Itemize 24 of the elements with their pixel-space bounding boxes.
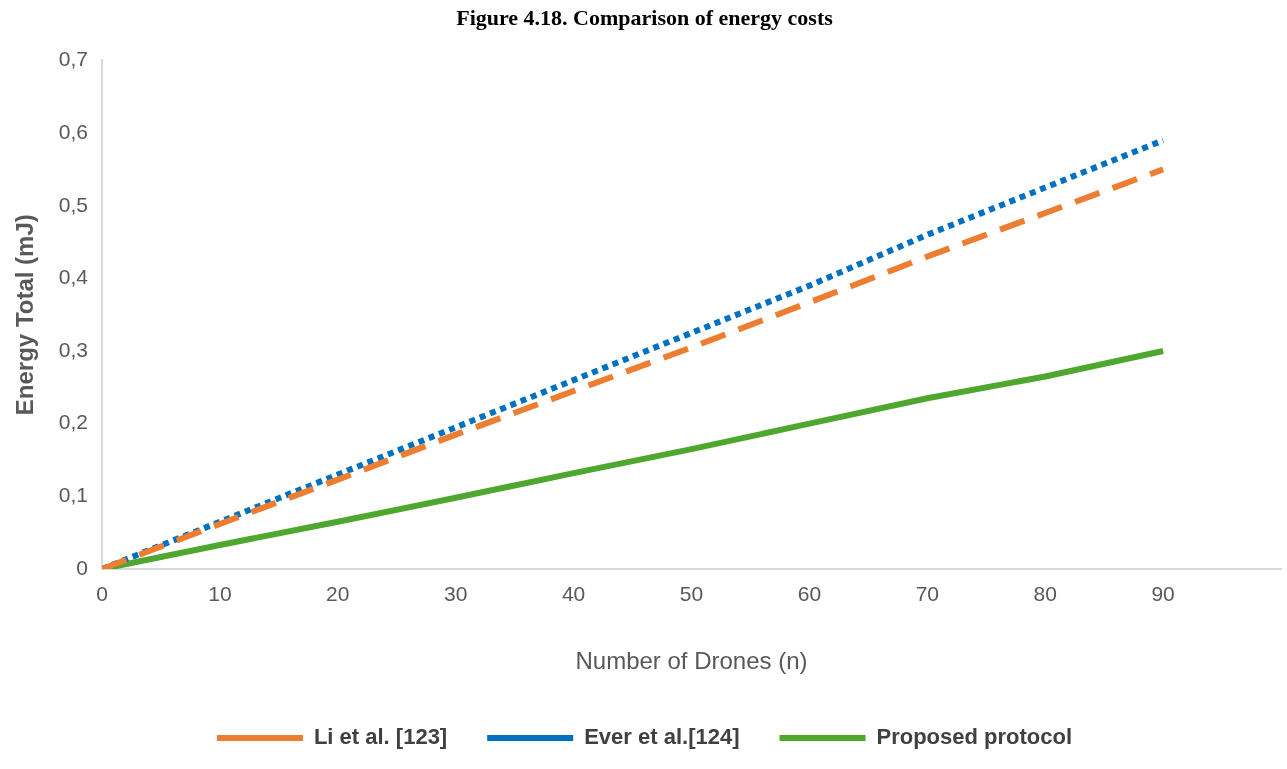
x-tick-label: 10 (208, 582, 232, 606)
y-tick-label: 0,3 (58, 337, 88, 361)
chart-title: Figure 4.18. Comparison of energy costs (456, 4, 834, 30)
x-tick-label: 50 (679, 582, 704, 606)
y-tick-label: 0,2 (58, 410, 88, 434)
x-tick-label: 80 (1033, 582, 1057, 606)
y-tick-label: 0,7 (58, 47, 88, 71)
x-axis-title: Number of Drones (n) (575, 647, 808, 675)
y-tick-label: 0,6 (58, 119, 88, 143)
x-tick-label: 20 (326, 582, 350, 606)
y-tick-label: 0 (76, 555, 88, 579)
legend-label: Li et al. [123] (313, 724, 448, 750)
legend-label: Ever et al.[124] (584, 724, 740, 750)
x-tick-label: 60 (797, 582, 822, 606)
y-tick-label: 0,1 (58, 483, 88, 507)
x-tick-label: 70 (915, 582, 939, 606)
legend-label: Proposed protocol (876, 724, 1073, 750)
y-tick-label: 0,4 (58, 265, 89, 289)
x-tick-label: 30 (444, 582, 468, 606)
x-tick-label: 90 (1151, 582, 1175, 606)
x-tick-label: 0 (96, 582, 108, 606)
x-tick-label: 40 (561, 582, 586, 606)
y-tick-label: 0,5 (58, 192, 88, 216)
y-axis-title: Energy Total (mJ) (11, 214, 39, 416)
